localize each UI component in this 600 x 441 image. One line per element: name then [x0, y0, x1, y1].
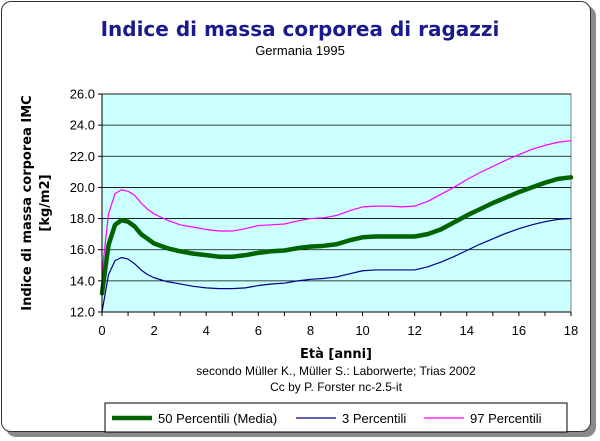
- x-tick-label-3: 6: [255, 323, 262, 338]
- x-tick-label-7: 14: [460, 323, 474, 338]
- chart-subtitle: Germania 1995: [255, 43, 345, 58]
- legend-label-1: 3 Percentili: [342, 411, 406, 426]
- legend-label-2: 97 Percentili: [470, 411, 542, 426]
- x-tick-label-5: 10: [355, 323, 369, 338]
- y-tick-label-7: 26.0: [70, 87, 95, 102]
- plot-area: [101, 93, 572, 313]
- x-tick-label-4: 8: [307, 323, 314, 338]
- chart-title: Indice di massa corporea di ragazzi: [101, 17, 500, 41]
- axis-ticks: 12.0 14.0 16.0 18.0 20.0 22.0 24.0 26.0 0 2 4 6 8 10 1…: [70, 87, 579, 339]
- source-note: secondo Müller K., Müller S.: Laborwerte…: [196, 364, 476, 378]
- x-tick-label-2: 4: [203, 323, 210, 338]
- x-axis-title: Età [anni]: [300, 347, 372, 362]
- y-tick-label-5: 22.0: [70, 149, 95, 164]
- x-tick-label-8: 16: [512, 323, 526, 338]
- y-tick-label-1: 14.0: [70, 273, 95, 288]
- y-tick-label-0: 12.0: [70, 305, 95, 320]
- license-note: Cc by P. Forster nc-2.5-it: [270, 380, 402, 394]
- legend: 50 Percentili (Media) 3 Percentili 97 Perc…: [104, 402, 568, 433]
- x-tick-label-6: 12: [407, 323, 421, 338]
- x-tick-label-1: 2: [150, 323, 157, 338]
- grid-lines: [102, 93, 571, 313]
- y-tick-label-6: 24.0: [70, 118, 95, 133]
- series-line-1: [101, 217, 572, 313]
- y-axis-title-line1: Indice di massa corporea IMC: [20, 95, 35, 310]
- y-axis-title-group: Indice di massa corporea IMC [kg/m2]: [20, 95, 53, 310]
- y-tick-label-3: 18.0: [70, 211, 95, 226]
- y-tick-label-2: 16.0: [70, 242, 95, 257]
- series-line-2: [101, 140, 572, 274]
- x-tick-label-9: 18: [564, 323, 578, 338]
- legend-label-0: 50 Percentili (Media): [158, 411, 277, 426]
- series-lines: [99, 140, 574, 313]
- y-tick-label-4: 20.0: [70, 180, 95, 195]
- series-line-0: [99, 175, 574, 296]
- x-tick-label-0: 0: [98, 323, 105, 338]
- y-axis-title-line2: [kg/m2]: [38, 174, 53, 231]
